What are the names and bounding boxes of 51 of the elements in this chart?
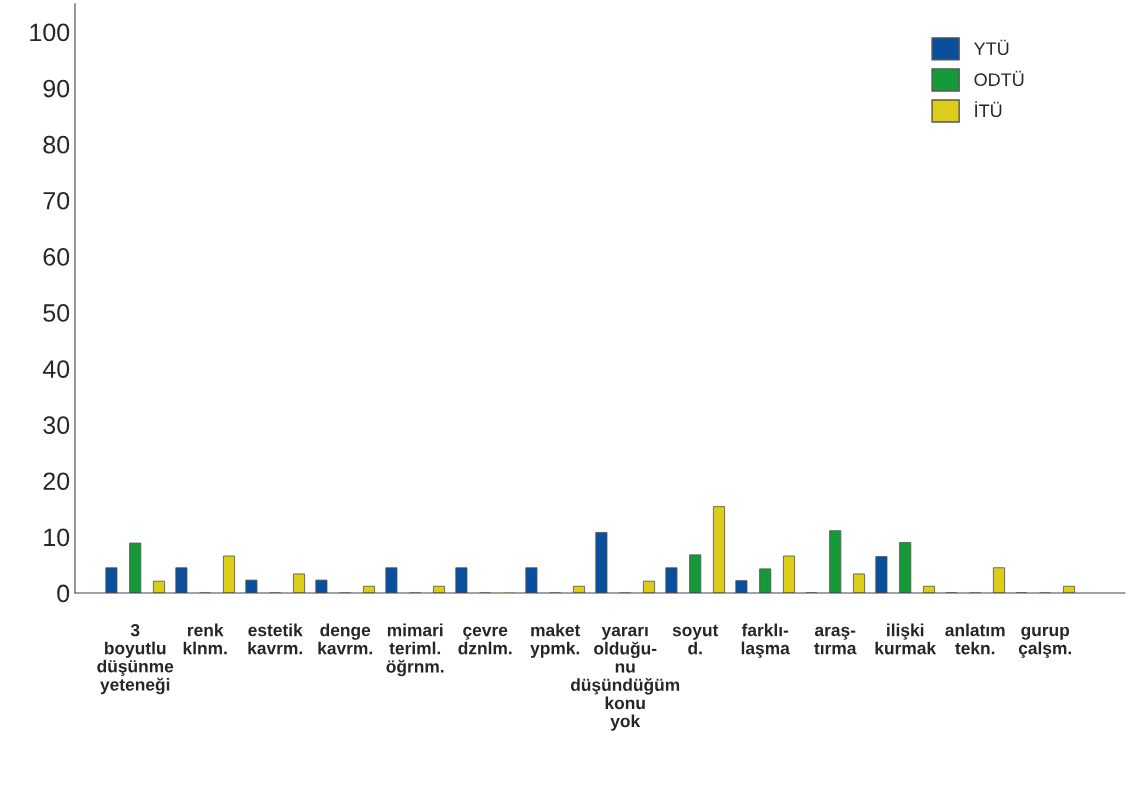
- legend-label: YTÜ: [974, 39, 1009, 55]
- bar: [712, 506, 726, 593]
- bar: [222, 555, 236, 593]
- legend-label: ODTÜ: [974, 70, 1024, 87]
- x-tick-label: çevre dznlm.: [458, 626, 512, 655]
- bar: [829, 530, 842, 593]
- bar: [152, 580, 166, 593]
- bar: [735, 580, 748, 593]
- x-tick-label: farklı- laşma: [741, 623, 790, 658]
- x-tick-label: mimari teriml. öğrnm.: [386, 623, 444, 677]
- bar: [105, 567, 118, 593]
- bar: [455, 567, 468, 593]
- bar: [245, 579, 258, 593]
- bar: [782, 555, 796, 593]
- bar: [595, 531, 608, 593]
- x-tick-label: renk klnm.: [183, 623, 227, 655]
- bar: [175, 567, 188, 593]
- y-tick-label: 80: [43, 135, 70, 154]
- bar: [875, 556, 888, 593]
- bar: [315, 579, 328, 593]
- x-tick-label: soyut d.: [672, 624, 719, 655]
- x-tick-label: estetik kavrm.: [248, 623, 303, 655]
- x-tick-label: gurup çalşm.: [1018, 626, 1072, 658]
- y-tick-label: 30: [43, 416, 70, 434]
- bar: [992, 567, 1006, 593]
- y-tick-label: 10: [44, 528, 70, 547]
- bar: [852, 573, 866, 593]
- y-tick-label: 40: [42, 360, 70, 378]
- y-tick-label: 20: [43, 472, 70, 491]
- bar: [385, 567, 398, 593]
- y-tick-label: 0: [57, 584, 70, 603]
- bar: [759, 568, 772, 593]
- bar: [665, 567, 678, 593]
- x-tick-label: 3 boyutlu düşünme yeteneği: [97, 624, 174, 695]
- x-tick-label: ilişki kurmak: [875, 623, 937, 655]
- x-tick-label: araş- tırma: [814, 626, 857, 655]
- y-tick-label: 90: [43, 79, 70, 98]
- bar: [525, 567, 538, 593]
- y-tick-label: 60: [43, 247, 70, 266]
- x-tick-label: denge kavrm.: [318, 623, 372, 655]
- bar: [899, 542, 912, 593]
- legend-label: İTÜ: [975, 101, 1002, 118]
- x-tick-label: anlatım tekn.: [945, 623, 1005, 655]
- bar: [129, 542, 142, 593]
- x-tick-label: maket ypmk.: [530, 623, 581, 658]
- bar: [689, 554, 702, 593]
- bar: [292, 573, 306, 593]
- y-tick-label: 50: [43, 304, 70, 322]
- bar: [642, 580, 656, 593]
- y-tick-label: 70: [43, 191, 70, 210]
- y-tick-label: 100: [30, 23, 70, 42]
